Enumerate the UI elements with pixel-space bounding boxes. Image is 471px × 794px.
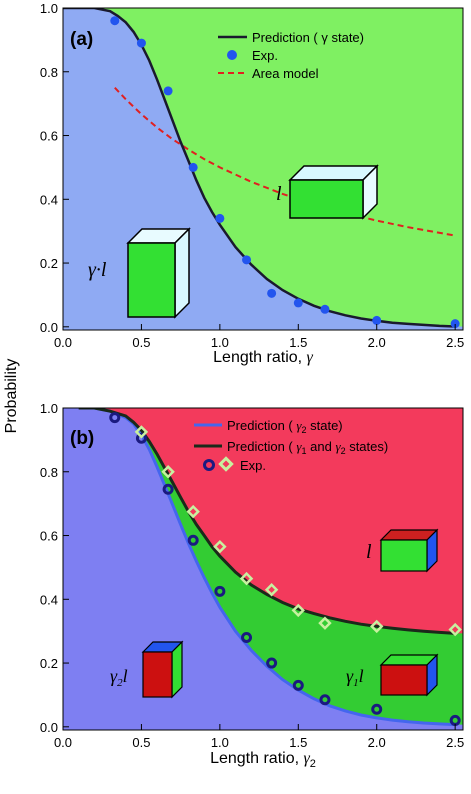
x-tick-label: 2.5 xyxy=(446,335,464,350)
exp-diamond-point xyxy=(161,465,175,479)
x-tick-label: 0.0 xyxy=(54,735,72,750)
y-tick-label: 0.2 xyxy=(40,256,58,271)
area-model-line xyxy=(114,87,456,237)
exp-diamond-point xyxy=(134,425,149,439)
legend-b-pred12: Prediction ( γ1 and γ2 states) xyxy=(227,439,388,456)
block-gamma2-l-label: γ2l xyxy=(110,666,128,689)
exp-ring-point xyxy=(214,585,226,597)
y-tick-label: 0.4 xyxy=(40,192,58,207)
exp-diamond-point xyxy=(264,583,279,597)
block-b-l-cube xyxy=(379,528,439,573)
x-tick-label: 2.0 xyxy=(368,335,386,350)
exp-point xyxy=(293,298,303,308)
legend-a-area: Area model xyxy=(252,66,319,81)
exp-diamond-point xyxy=(291,603,305,618)
legend-a-exp: Exp. xyxy=(252,48,278,63)
block-gamma1-l-label: γ1l xyxy=(346,666,364,689)
exp-ring-point xyxy=(292,679,304,691)
exp-ring-point xyxy=(135,432,147,444)
panel-a-frame xyxy=(62,7,464,331)
x-tick-label: 1.5 xyxy=(289,735,307,750)
prediction-gamma-line xyxy=(63,8,456,328)
exp-point xyxy=(267,288,277,298)
y-tick-label: 0.8 xyxy=(40,65,58,80)
block-gamma-l-label: γ·l xyxy=(88,259,107,281)
exp-point xyxy=(110,16,120,26)
panel-b-xlabel: Length ratio, γ2 xyxy=(210,750,316,770)
x-tick-label: 1.5 xyxy=(289,335,307,350)
exp-point xyxy=(320,304,330,314)
panel-a-axes: 0.0 0.5 1.0 1.5 2.0 2.5 0.0 0.2 0.4 0.6 0.8 1.0 xyxy=(40,1,464,350)
panel-b-label: (b) xyxy=(70,428,94,449)
panel-b-axes: 0.0 0.5 1.0 1.5 2.0 2.5 0.0 0.2 0.4 0.6 0.8 1.0 xyxy=(40,401,464,750)
exp-diamond-point xyxy=(448,622,462,637)
block-gamma2-l-cube xyxy=(141,640,184,699)
x-tick-label: 0.5 xyxy=(132,335,150,350)
x-tick-label: 1.0 xyxy=(211,735,229,750)
panel-a: l γ·l (a) Prediction ( γ state) Exp. Are… xyxy=(40,1,464,366)
x-tick-label: 1.0 xyxy=(211,335,229,350)
panel-a-label: (a) xyxy=(70,29,93,50)
exp-point xyxy=(372,315,382,325)
x-tick-label: 2.0 xyxy=(368,735,386,750)
legend-b-pred2: Prediction ( γ2 state) xyxy=(227,418,343,435)
y-axis-label: Probability xyxy=(3,359,20,434)
y-tick-label: 0.4 xyxy=(40,592,58,607)
block-b-l-label: l xyxy=(366,541,372,563)
exp-point xyxy=(242,255,252,265)
legend-b-exp: Exp. xyxy=(240,458,266,473)
y-tick-label: 0.6 xyxy=(40,129,58,144)
exp-ring-point xyxy=(109,412,121,424)
exp-point xyxy=(215,213,225,223)
block-gamma1-l-cube xyxy=(379,653,439,697)
exp-ring-point xyxy=(162,483,174,495)
y-tick-label: 1.0 xyxy=(40,1,58,16)
exp-ring-point xyxy=(371,703,383,715)
exp-ring-point xyxy=(319,694,331,706)
legend-a-pred: Prediction ( γ state) xyxy=(252,30,364,45)
panel-b-frame xyxy=(62,407,464,731)
exp-point xyxy=(136,38,146,48)
y-tick-label: 0.6 xyxy=(40,529,58,544)
y-tick-label: 0.2 xyxy=(40,656,58,671)
panel-b: l γ2l γ1l (b) Prediction ( γ2 state) Pre… xyxy=(40,401,464,770)
exp-ring-point xyxy=(187,534,199,546)
exp-ring-point xyxy=(266,657,278,669)
exp-point xyxy=(450,319,460,329)
legend-b: Prediction ( γ2 state) Prediction ( γ1 a… xyxy=(194,418,388,473)
x-tick-label: 2.5 xyxy=(446,735,464,750)
exp-diamond-point xyxy=(318,616,332,630)
exp-point xyxy=(188,162,198,172)
exp-diamond-point xyxy=(213,539,227,554)
y-tick-label: 0.0 xyxy=(40,320,58,335)
block-l-cube xyxy=(288,164,379,220)
y-tick-label: 1.0 xyxy=(40,401,58,416)
exp-diamond-point xyxy=(186,504,200,519)
y-tick-label: 0.8 xyxy=(40,465,58,480)
prediction-gamma1-gamma2-line xyxy=(78,408,456,635)
exp-diamond-point xyxy=(239,571,254,586)
exp-ring-point xyxy=(241,632,253,644)
x-tick-label: 0.0 xyxy=(54,335,72,350)
y-tick-label: 0.0 xyxy=(40,720,58,735)
panel-a-xlabel: Length ratio, γ xyxy=(213,349,313,366)
exp-point xyxy=(163,86,173,96)
legend-a: Prediction ( γ state) Exp. Area model xyxy=(218,30,364,81)
block-l-label: l xyxy=(276,183,282,205)
exp-points-a xyxy=(110,16,460,329)
block-gamma-l-cube xyxy=(126,227,191,319)
exp-diamond-point xyxy=(370,619,384,634)
x-tick-label: 0.5 xyxy=(132,735,150,750)
